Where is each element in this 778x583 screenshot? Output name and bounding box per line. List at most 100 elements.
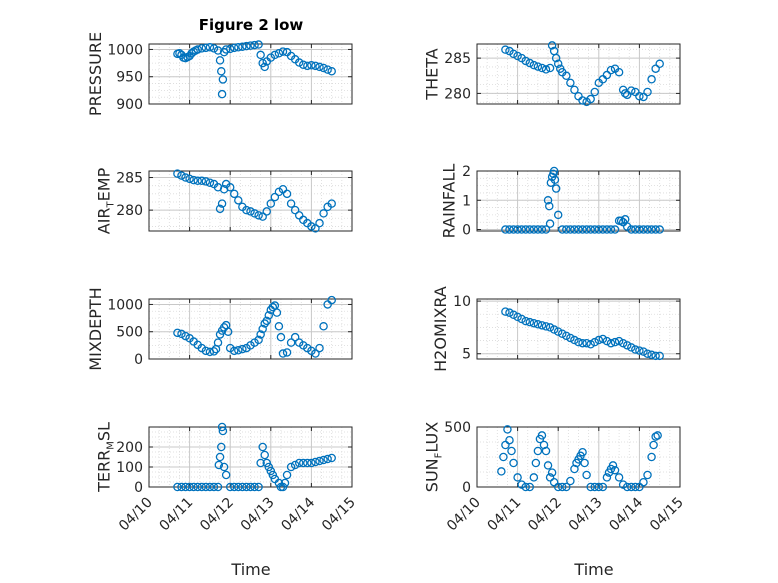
data-point — [562, 331, 571, 341]
data-point — [230, 189, 239, 199]
data-point — [209, 44, 219, 53]
data-point — [541, 446, 551, 456]
data-point — [250, 209, 259, 218]
data-point — [264, 311, 274, 320]
data-point — [266, 466, 276, 476]
data-point — [622, 482, 632, 492]
data-point — [517, 314, 526, 324]
data-point — [189, 482, 198, 492]
data-point — [286, 338, 296, 347]
data-point — [254, 211, 263, 220]
data-point — [303, 61, 312, 71]
data-point — [286, 199, 296, 208]
data-point — [635, 346, 644, 355]
data-point — [529, 318, 539, 328]
data-point — [217, 199, 227, 208]
data-point — [549, 166, 559, 176]
data-point — [578, 338, 587, 348]
data-point — [327, 199, 336, 208]
y-tick-label: 280 — [116, 203, 143, 219]
data-point — [177, 329, 186, 339]
data-point — [282, 470, 292, 480]
data-point — [246, 207, 255, 216]
data-point — [173, 482, 182, 492]
data-point — [578, 447, 587, 457]
data-point — [602, 70, 612, 80]
data-point — [549, 325, 559, 334]
data-point — [254, 335, 263, 345]
data-point — [513, 473, 522, 482]
data-point — [256, 50, 265, 60]
data-point — [258, 442, 267, 452]
data-point — [294, 58, 304, 67]
data-point — [230, 346, 239, 356]
data-point — [614, 336, 624, 346]
y-tick-label: 1 — [462, 193, 471, 209]
data-point — [215, 56, 225, 65]
data-point — [509, 49, 518, 59]
data-point — [215, 204, 225, 214]
data-point — [246, 41, 255, 50]
data-point — [290, 332, 300, 342]
data-point — [639, 225, 648, 234]
data-point — [181, 331, 190, 341]
data-point — [177, 171, 186, 180]
x-tick-label: 04/15 — [647, 495, 687, 535]
data-point — [590, 337, 599, 347]
data-point — [543, 196, 553, 205]
data-point — [258, 324, 267, 334]
data-point — [649, 440, 658, 450]
data-point — [566, 333, 575, 343]
data-point — [264, 462, 274, 472]
data-point — [303, 458, 312, 468]
data-point — [513, 312, 522, 322]
data-point — [521, 482, 530, 492]
data-point — [610, 225, 620, 234]
data-point — [639, 347, 648, 356]
data-point — [234, 43, 243, 52]
data-point — [643, 470, 652, 480]
data-point — [266, 199, 276, 208]
data-point — [578, 96, 587, 105]
y-axis-label: RAINFALL — [440, 164, 459, 239]
data-point — [217, 67, 226, 76]
data-point — [193, 45, 202, 54]
data-point — [525, 58, 535, 68]
x-tick-label: 04/11 — [485, 495, 525, 535]
data-point — [497, 467, 506, 476]
axes-box — [148, 298, 353, 360]
data-point — [238, 482, 247, 492]
data-point — [566, 476, 575, 486]
data-point — [223, 327, 233, 336]
data-point — [545, 219, 555, 228]
data-point — [270, 192, 280, 202]
y-axis-label: TERRMSL — [95, 422, 117, 493]
y-tick-label: 1000 — [107, 42, 143, 58]
data-point — [185, 174, 194, 184]
x-tick-label: 04/13 — [566, 495, 606, 535]
y-axis-label: MIXDEPTH — [86, 287, 105, 370]
data-point — [618, 338, 628, 348]
data-point — [643, 87, 652, 97]
data-point — [234, 346, 243, 355]
data-point — [586, 225, 595, 234]
data-point — [250, 40, 259, 50]
data-point — [193, 176, 202, 186]
data-point — [551, 184, 561, 193]
data-point — [574, 225, 583, 234]
data-point — [541, 225, 551, 234]
data-point — [606, 338, 616, 348]
data-point — [553, 327, 563, 336]
data-point — [213, 338, 223, 347]
data-point — [594, 335, 604, 345]
data-point — [537, 321, 547, 330]
data-point — [533, 446, 543, 456]
data-point — [217, 442, 226, 452]
data-point — [533, 320, 543, 329]
data-point — [570, 85, 579, 95]
y-axis-label: AIRTEMP — [95, 167, 117, 234]
data-point — [507, 446, 516, 456]
data-point — [173, 169, 182, 178]
